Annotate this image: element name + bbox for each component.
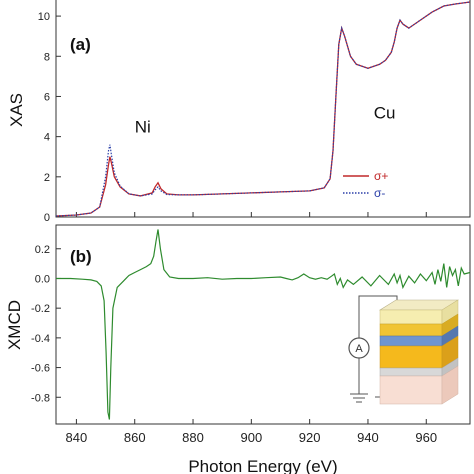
x-tick-label: 960 [415, 430, 437, 445]
panel-b-frame [55, 224, 471, 425]
panel-a-frame [55, 0, 471, 218]
legend-label-1: σ- [374, 186, 385, 200]
panel-b-y-tick-label: -0.4 [31, 333, 50, 345]
panel-a-y-tick-label: 2 [44, 172, 50, 184]
ammeter-label: A [355, 343, 363, 355]
layer-gold-2 [379, 345, 443, 369]
panel-a-xas: 0 2 4 6 8 10 (a) XAS Ni Cu σ+ σ- [7, 0, 471, 224]
panel-b-y-tick-label: -0.8 [31, 392, 50, 404]
panel-b-series [56, 229, 471, 420]
layer-blue [379, 335, 443, 347]
layer-gold-1 [379, 323, 443, 337]
sample-stack-inset: A [348, 295, 460, 405]
series-line-sigma-plus [55, 1, 471, 217]
panel-a-y-tick-label: 0 [44, 212, 50, 224]
layer-gray [379, 367, 443, 377]
annotation-cu: Cu [374, 104, 396, 123]
panel-a-y-tick-label: 10 [38, 11, 50, 23]
panel-b-label: (b) [70, 247, 92, 266]
panel-a-annotations: Ni Cu [135, 104, 396, 137]
x-tick-label: 840 [66, 430, 88, 445]
legend-label-0: σ+ [374, 169, 388, 183]
x-tick-label: 860 [124, 430, 146, 445]
panel-b-y-tick-label: 0.2 [35, 244, 50, 256]
panel-a-legend: σ+ σ- [343, 169, 388, 200]
ammeter-icon [348, 337, 370, 359]
stack-side-substrate [441, 365, 459, 405]
panel-b-y-tick-label: 0.0 [35, 273, 50, 285]
panel-a-label: (a) [70, 35, 91, 54]
panel-b-y-ticks: 0.2 0.0 -0.2 -0.4 -0.6 -0.8 [31, 244, 61, 404]
panel-a-y-axis-title: XAS [7, 93, 26, 127]
panel-a-series [55, 1, 471, 217]
panel-b-y-tick-label: -0.6 [31, 363, 50, 375]
panel-b-xmcd: 0.2 0.0 -0.2 -0.4 -0.6 -0.8 840 860 880 900 920 94… [5, 224, 471, 474]
series-line-xmcd [56, 229, 471, 420]
panel-a-y-tick-label: 8 [44, 51, 50, 63]
panel-b-x-ticks: 840 860 880 900 920 940 960 [66, 419, 437, 445]
panel-b-y-axis-title: XMCD [5, 300, 24, 350]
x-axis-title: Photon Energy (eV) [188, 457, 337, 474]
x-tick-label: 900 [240, 430, 262, 445]
x-tick-label: 920 [299, 430, 321, 445]
layer-substrate [379, 375, 443, 405]
panel-a-y-tick-label: 6 [44, 91, 50, 103]
panel-a-y-tick-label: 4 [44, 132, 50, 144]
x-tick-label: 940 [357, 430, 379, 445]
layer-cap [379, 309, 443, 325]
annotation-ni: Ni [135, 118, 151, 137]
panel-a-x-ticks [75, 212, 427, 217]
panel-b-y-tick-label: -0.2 [31, 303, 50, 315]
x-tick-label: 880 [182, 430, 204, 445]
panel-a-y-ticks: 0 2 4 6 8 10 [38, 11, 61, 224]
